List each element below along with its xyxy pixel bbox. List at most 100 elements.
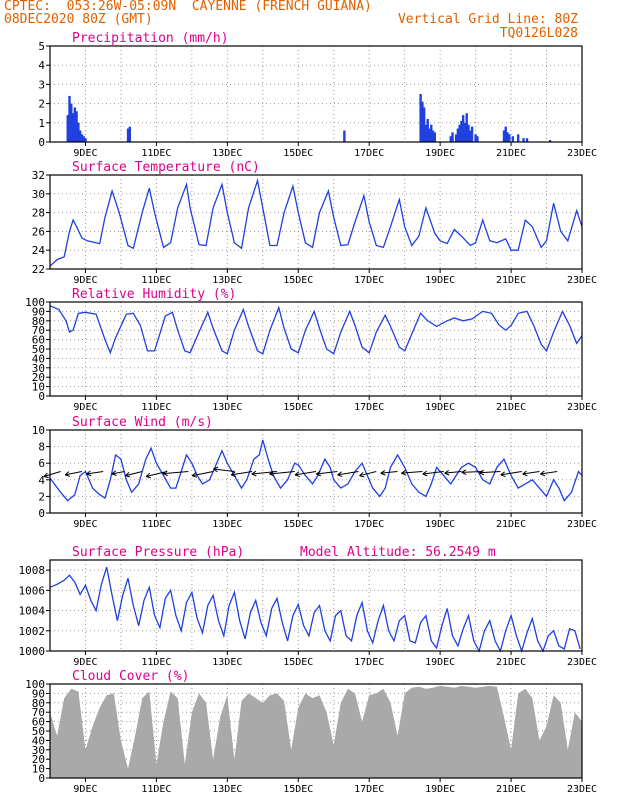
cloud-cover-y-tick-label: 30 — [32, 744, 45, 757]
cloud-cover-frame — [49, 683, 583, 779]
temperature-x-tick-label: 9DEC — [73, 275, 97, 286]
wind-vector — [316, 471, 338, 475]
wind-vector — [337, 471, 359, 476]
pressure-frame — [49, 559, 583, 652]
wind-title: Surface Wind (m/s) — [72, 415, 213, 430]
pressure-x-tick-label: 11DEC — [141, 657, 171, 668]
precipitation-bar — [508, 134, 511, 142]
wind-vector-head — [162, 470, 168, 477]
humidity-x-tick-label: 15DEC — [283, 402, 313, 413]
wind-vector — [444, 471, 462, 474]
precipitation-bar — [428, 128, 431, 142]
wind-vector — [461, 471, 483, 473]
precipitation-bar — [451, 132, 454, 142]
humidity-x-tick-label: 17DEC — [354, 402, 384, 413]
header-model-code: TQ0126L028 — [499, 26, 578, 41]
cloud-cover-y-tick-label: 50 — [32, 725, 45, 738]
precipitation-bar — [458, 124, 461, 142]
humidity-panel — [46, 301, 583, 400]
precipitation-bar — [68, 95, 71, 142]
header-grid-line: Vertical Grid Line: 80Z — [397, 12, 578, 27]
pressure-panel — [46, 559, 583, 655]
wind-x-tick-label: 19DEC — [425, 519, 455, 530]
wind-vector-head — [500, 471, 506, 478]
humidity-y-tick-label: 50 — [32, 343, 45, 356]
wind-vector-head — [111, 470, 117, 476]
wind-vector-head — [251, 470, 257, 477]
precipitation-bar — [73, 107, 77, 142]
cloud-cover-panel — [46, 683, 583, 782]
precipitation-bar — [75, 111, 78, 142]
precipitation-panel — [46, 45, 583, 146]
humidity-x-tick-label: 21DEC — [496, 402, 526, 413]
pressure-x-tick-label: 21DEC — [496, 657, 526, 668]
precipitation-title: Precipitation (mm/h) — [72, 31, 229, 46]
wind-x-tick-label: 15DEC — [283, 519, 313, 530]
precipitation-bar — [467, 124, 470, 142]
precipitation-x-tick-label: 9DEC — [73, 148, 97, 159]
wind-x-tick-label: 9DEC — [73, 519, 97, 530]
cloud-cover-x-tick-label: 19DEC — [425, 784, 455, 795]
cloud-cover-y-tick-label: 0 — [38, 772, 45, 785]
precipitation-bar — [461, 115, 465, 142]
precipitation-bar — [525, 138, 529, 142]
precipitation-bar — [70, 103, 73, 142]
cloud-cover-x-tick-label: 17DEC — [354, 784, 384, 795]
precipitation-bar — [71, 113, 75, 142]
humidity-y-tick-label: 10 — [32, 381, 45, 394]
wind-vector-head — [43, 472, 49, 479]
cloud-cover-x-tick-label: 11DEC — [141, 784, 171, 795]
precipitation-bar — [84, 138, 87, 142]
precipitation-bar — [343, 130, 346, 142]
humidity-y-tick-label: 40 — [32, 352, 45, 365]
humidity-y-tick-label: 80 — [32, 315, 45, 328]
humidity-x-tick-label: 9DEC — [73, 402, 97, 413]
temperature-y-tick-label: 24 — [32, 244, 46, 257]
wind-vector — [500, 471, 522, 476]
precipitation-bar — [506, 132, 509, 142]
temperature-x-tick-label: 15DEC — [283, 275, 313, 286]
precipitation-bar — [504, 126, 507, 142]
precipitation-bar — [424, 124, 428, 142]
wind-vector — [86, 471, 104, 475]
precipitation-bar — [454, 134, 458, 142]
temperature-y-tick-label: 22 — [32, 263, 45, 276]
wind-y-tick-label: 10 — [32, 424, 45, 437]
wind-vector-head — [479, 469, 485, 476]
wind-frame — [49, 429, 583, 514]
humidity-y-tick-label: 90 — [32, 305, 45, 318]
wind-vector-head — [230, 471, 237, 478]
temperature-line — [49, 178, 583, 267]
wind-vector-head — [269, 470, 275, 477]
pressure-y-tick-label: 1000 — [19, 645, 46, 658]
wind-vector — [192, 471, 214, 477]
wind-vector — [294, 471, 317, 476]
precipitation-bar — [80, 134, 84, 142]
cloud-cover-x-tick-label: 15DEC — [283, 784, 313, 795]
cloud-cover-x-tick-label: 9DEC — [73, 784, 97, 795]
precipitation-x-tick-label: 21DEC — [496, 148, 526, 159]
wind-vector-head — [401, 470, 407, 476]
cloud-cover-x-tick-label: 23DEC — [567, 784, 597, 795]
precipitation-bar — [460, 120, 463, 142]
humidity-line — [49, 305, 583, 355]
precipitation-bar — [516, 134, 520, 142]
temperature-x-tick-label: 11DEC — [141, 275, 171, 286]
precipitation-bar — [419, 94, 422, 142]
wind-vector — [422, 471, 444, 475]
wind-vector — [522, 471, 540, 475]
wind-vector-head — [294, 471, 300, 478]
precipitation-y-tick-label: 2 — [38, 98, 45, 111]
wind-vector-head — [522, 470, 528, 477]
humidity-y-tick-label: 30 — [32, 362, 45, 375]
precipitation-bar — [463, 122, 467, 142]
cloud-cover-x-tick-label: 13DEC — [212, 784, 242, 795]
precipitation-y-tick-label: 3 — [38, 78, 45, 91]
temperature-frame — [49, 174, 583, 270]
precipitation-bar — [82, 136, 85, 142]
humidity-y-tick-label: 0 — [38, 390, 45, 403]
wind-vector — [145, 471, 168, 478]
precipitation-bar — [66, 115, 69, 142]
wind-vector — [401, 471, 423, 474]
humidity-x-tick-label: 19DEC — [425, 402, 455, 413]
